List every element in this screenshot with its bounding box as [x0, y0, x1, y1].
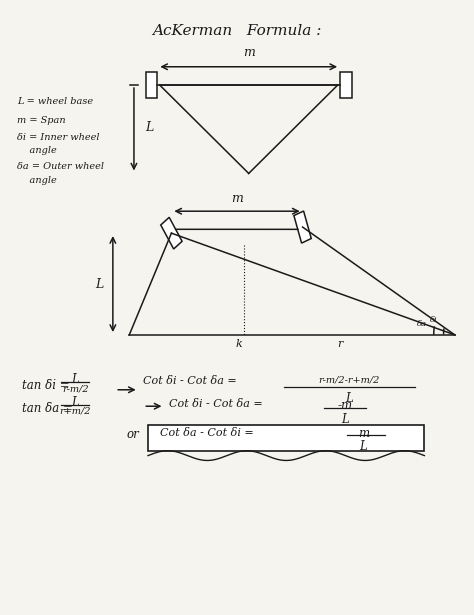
- Text: L: L: [95, 277, 103, 290]
- Text: δi: δi: [430, 315, 438, 323]
- Polygon shape: [161, 217, 182, 249]
- Text: r-m/2-r+m/2: r-m/2-r+m/2: [319, 376, 380, 385]
- FancyBboxPatch shape: [340, 72, 352, 98]
- Text: tan δi =: tan δi =: [21, 379, 69, 392]
- Text: Cot δi - Cot δa =: Cot δi - Cot δa =: [143, 376, 237, 386]
- Text: AcKerman   Formula :: AcKerman Formula :: [152, 24, 322, 38]
- Text: Cot δi - Cot δa =: Cot δi - Cot δa =: [169, 399, 263, 409]
- Text: L: L: [146, 121, 154, 134]
- Text: r: r: [337, 339, 343, 349]
- Text: L: L: [72, 396, 79, 409]
- Text: δi = Inner wheel: δi = Inner wheel: [17, 133, 100, 141]
- Polygon shape: [294, 211, 311, 243]
- FancyBboxPatch shape: [146, 72, 157, 98]
- Text: δa = Outer wheel: δa = Outer wheel: [17, 162, 104, 172]
- Text: L: L: [341, 413, 348, 426]
- Text: angle: angle: [17, 176, 56, 185]
- Bar: [148, 424, 424, 451]
- Text: or: or: [127, 427, 140, 440]
- Text: m: m: [243, 47, 255, 60]
- Text: m: m: [358, 427, 369, 440]
- Text: L = wheel base: L = wheel base: [17, 97, 93, 106]
- Text: m: m: [231, 192, 243, 205]
- Text: m = Span: m = Span: [17, 116, 65, 124]
- Text: r-m/2: r-m/2: [62, 384, 89, 393]
- Text: δa: δa: [417, 320, 427, 328]
- Text: r+m/2: r+m/2: [60, 407, 91, 416]
- Text: angle: angle: [17, 146, 56, 155]
- Text: Cot δa - Cot δi =: Cot δa - Cot δi =: [160, 427, 254, 437]
- Text: L: L: [360, 440, 367, 453]
- Text: tan δa =: tan δa =: [21, 402, 73, 415]
- Text: k: k: [236, 339, 243, 349]
- Text: L: L: [72, 373, 79, 386]
- Text: -m: -m: [337, 399, 352, 412]
- Text: L: L: [346, 392, 353, 405]
